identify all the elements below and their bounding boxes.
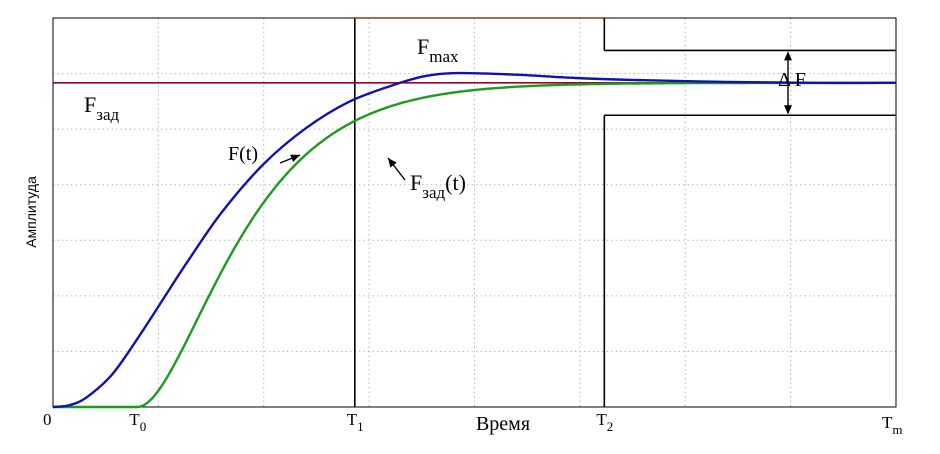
delta-f-arrowhead-down xyxy=(784,105,792,115)
curve-f xyxy=(52,71,897,409)
x-tick-label: 0 xyxy=(43,410,52,429)
delta-f-label: Δ F xyxy=(778,69,806,91)
x-tick-label: T1 xyxy=(347,410,364,434)
x-tick-sub: 2 xyxy=(607,419,614,434)
f-label-arrowhead xyxy=(290,154,300,163)
x-tick-labels: 0 T0 T1 T2 Tm xyxy=(43,410,903,437)
curve-fzad-label-sub: зад xyxy=(422,183,445,202)
reference-label-sub: зад xyxy=(96,105,119,124)
x-tick-sub: 1 xyxy=(357,419,364,434)
x-axis-label: Время xyxy=(476,413,530,435)
curve-fzad-label: Fзад(t) xyxy=(410,170,466,202)
fmax-label-main: F xyxy=(417,34,429,59)
x-tick-label: T0 xyxy=(129,410,146,434)
grid-lines xyxy=(53,18,896,407)
x-tick-main: T xyxy=(129,410,140,429)
reference-label-main: F xyxy=(84,92,96,117)
x-tick-main: T xyxy=(347,410,358,429)
x-tick-main: T xyxy=(596,410,607,429)
x-tick-main: 0 xyxy=(43,410,52,429)
x-tick-main: T xyxy=(882,413,893,432)
curve-fzad-label-main: F xyxy=(410,170,422,195)
y-axis-label: Амплитуда xyxy=(23,176,39,248)
delta-f-arrowhead-up xyxy=(784,51,792,61)
x-tick-sub: m xyxy=(892,422,902,437)
arrows-layer xyxy=(279,51,792,181)
corridor-layer xyxy=(353,17,896,407)
x-tick-sub: 0 xyxy=(140,419,147,434)
x-tick-label: T2 xyxy=(596,410,613,434)
fzad-label-arrowhead xyxy=(388,158,397,168)
x-tick-label: Tm xyxy=(882,413,903,437)
curves-layer xyxy=(52,71,897,409)
fmax-label: Fmax xyxy=(417,34,459,66)
curve-f-label: F(t) xyxy=(228,143,258,165)
reference-label: Fзад xyxy=(84,92,120,124)
fmax-label-sub: max xyxy=(429,47,459,66)
curve-fzad-label-suffix: (t) xyxy=(445,170,466,195)
